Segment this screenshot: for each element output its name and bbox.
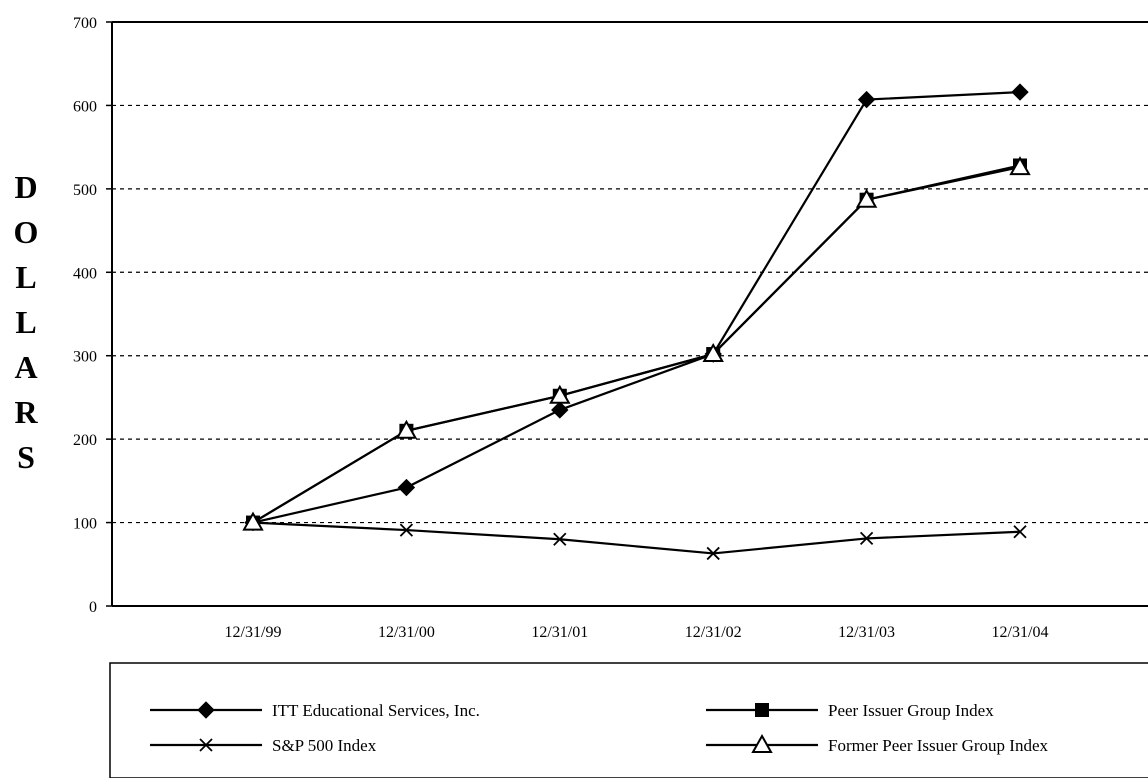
x-tick-label: 12/31/04 [992,624,1049,641]
data-point [395,419,418,439]
y-axis-label-letter: O [14,214,39,250]
legend-label: Peer Issuer Group Index [828,701,994,720]
series-itt-educational-services-inc [244,83,1029,532]
series-former-peer-issuer-group-index [242,156,1031,531]
data-point [549,384,571,404]
y-tick-labels: 0 100 200 300 400 500 600 700 [73,15,97,616]
y-axis-label-letter: L [15,304,36,340]
y-tick-label: 500 [73,182,97,199]
data-point [397,478,416,497]
x-marker-stroke [553,532,567,546]
y-axis-label-letter: L [15,259,36,295]
series-line [252,166,1021,524]
y-tick-label: 600 [73,98,97,115]
x-tick-label: 12/31/99 [225,624,282,641]
x-tick-label: 12/31/03 [838,624,895,641]
y-tick-label: 400 [73,265,97,282]
x-tick-labels: 12/31/99 12/31/00 12/31/01 12/31/02 12/31/03… [225,624,1049,641]
x-marker-stroke [399,523,414,537]
legend-marker [199,738,213,752]
data-point [1013,525,1027,539]
series-line [252,90,1021,524]
y-tick-label: 0 [89,599,97,616]
data-point [242,511,264,531]
legend-item: ITT Educational Services, Inc. [150,701,480,720]
y-tick-label: 300 [73,349,97,366]
y-tick-label: 200 [73,432,97,449]
legend-item: S&P 500 Index [150,736,377,755]
series-peer-issuer-group-index [246,158,1027,530]
x-tick-label: 12/31/02 [685,624,742,641]
x-tick-label: 12/31/01 [531,624,588,641]
y-axis-label-letter: S [17,439,35,475]
data-point [702,343,724,363]
y-axis-label-letter: A [14,349,37,385]
legend-item: Former Peer Issuer Group Index [706,733,1048,755]
legend-label: ITT Educational Services, Inc. [272,701,480,720]
data-point [553,532,567,546]
x-marker-stroke [859,531,874,546]
data-point [1011,83,1029,101]
x-marker-stroke [1013,525,1027,539]
series-line [252,521,1021,555]
axes [106,21,1148,607]
legend: ITT Educational Services, Inc. Peer Issue… [109,662,1148,778]
series [242,83,1031,561]
data-point [706,546,720,561]
legend-item: Peer Issuer Group Index [706,701,994,720]
legend-box [109,662,1148,778]
legend-marker [755,703,769,717]
data-point [859,531,874,546]
legend-label: Former Peer Issuer Group Index [828,736,1048,755]
y-axis-label-letter: R [14,394,38,430]
y-tick-label: 700 [73,15,97,32]
data-point [551,401,569,419]
x-marker-stroke [199,738,213,752]
legend-marker [197,701,215,719]
x-marker-stroke [706,546,720,561]
data-point [1009,156,1031,176]
legend-label: S&P 500 Index [272,736,377,755]
legend-marker [751,733,773,753]
y-axis-label-letter: D [14,169,37,205]
gridlines [112,104,1148,524]
y-tick-label: 100 [73,516,97,533]
x-tick-label: 12/31/00 [378,624,435,641]
series-line [252,164,1021,524]
data-point [399,523,414,537]
data-point [857,90,876,109]
data-point [855,188,878,208]
